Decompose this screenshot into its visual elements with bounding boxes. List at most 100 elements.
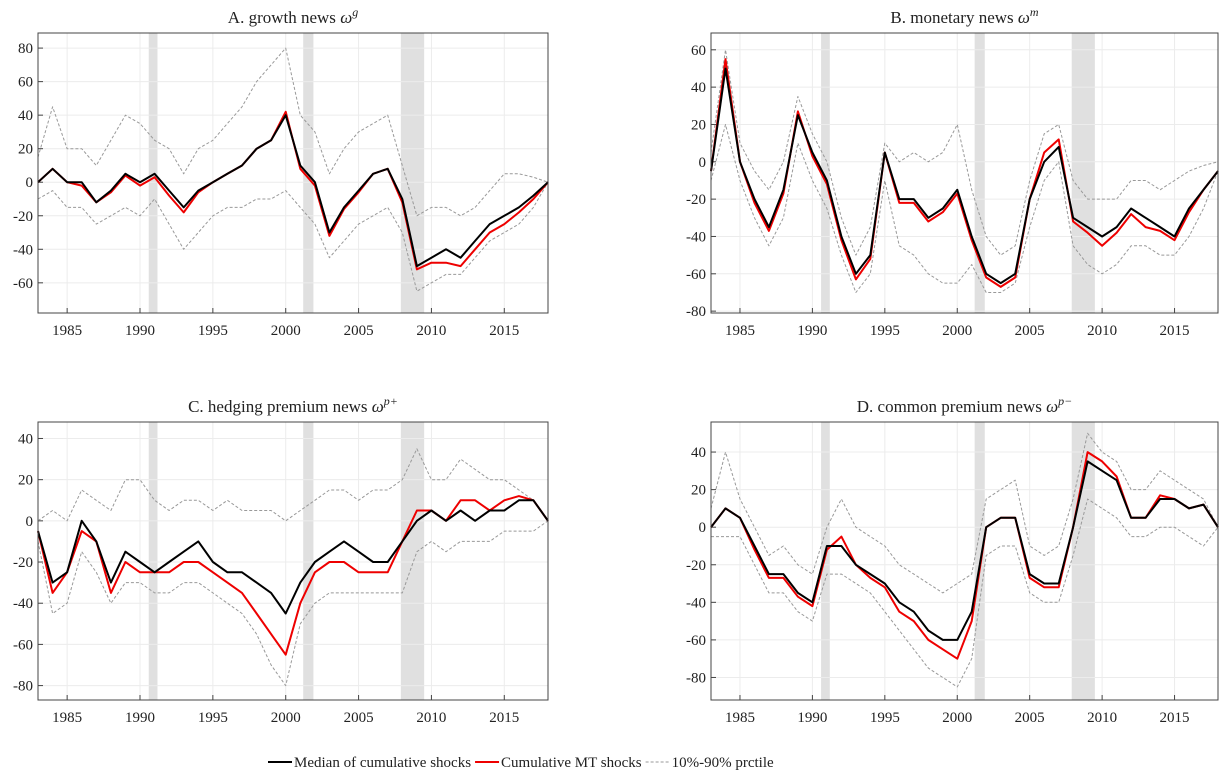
recession-band bbox=[1071, 33, 1095, 313]
x-tick-label: 2015 bbox=[1160, 323, 1190, 339]
series-line bbox=[710, 460, 1219, 641]
series-line bbox=[37, 114, 549, 268]
y-tick-label: 0 bbox=[699, 155, 707, 171]
x-tick-label: 2000 bbox=[271, 710, 301, 726]
y-tick-label: -60 bbox=[686, 267, 706, 283]
x-tick-label: 1985 bbox=[52, 323, 82, 339]
x-tick-label: 2005 bbox=[344, 323, 374, 339]
y-tick-label: -40 bbox=[686, 595, 706, 611]
x-tick-label: 1990 bbox=[125, 323, 155, 339]
y-tick-label: 60 bbox=[691, 43, 706, 59]
y-tick-label: 20 bbox=[18, 473, 33, 489]
y-tick-label: -40 bbox=[13, 242, 33, 258]
recession-band bbox=[821, 33, 830, 313]
series-line bbox=[710, 67, 1219, 285]
recession-band bbox=[148, 33, 158, 313]
x-tick-label: 2005 bbox=[344, 710, 374, 726]
title-symbol: ω bbox=[340, 8, 352, 27]
panel: -80 -60 -40 -20 0 20 40 1985 1990 1995 2000 2005 201… bbox=[13, 394, 549, 726]
x-tick-label: 1985 bbox=[725, 323, 755, 339]
x-tick-label: 2015 bbox=[489, 710, 519, 726]
percentile-upper-line bbox=[37, 47, 549, 217]
x-tick-label: 2000 bbox=[271, 323, 301, 339]
title-symbol: ω bbox=[1018, 8, 1030, 27]
y-tick-label: 20 bbox=[691, 117, 706, 133]
plot-area bbox=[38, 422, 548, 700]
y-tick-label: 40 bbox=[18, 108, 33, 124]
legend-label: Median of cumulative shocks bbox=[294, 755, 471, 771]
percentile-lower-line bbox=[710, 124, 1219, 293]
y-tick-label: 40 bbox=[691, 80, 706, 96]
plot-frame bbox=[37, 32, 549, 314]
y-tick-label: -80 bbox=[686, 670, 706, 686]
x-tick-label: 2010 bbox=[416, 710, 446, 726]
recession-band bbox=[400, 422, 425, 700]
x-tick-label: 1995 bbox=[870, 710, 900, 726]
x-tick-label: 2005 bbox=[1015, 710, 1045, 726]
y-tick-label: -20 bbox=[13, 209, 33, 225]
recession-band bbox=[821, 422, 830, 700]
title-text: A. growth news bbox=[228, 8, 336, 27]
y-tick-label: -20 bbox=[13, 555, 33, 571]
panel-title: A. growth news ωg bbox=[228, 5, 358, 27]
x-tick-label: 1990 bbox=[797, 323, 827, 339]
plot-area bbox=[711, 33, 1218, 313]
y-tick-label: 0 bbox=[699, 520, 707, 536]
x-tick-label: 1990 bbox=[125, 710, 155, 726]
y-tick-label: -40 bbox=[13, 596, 33, 612]
x-tick-label: 2010 bbox=[1087, 323, 1117, 339]
x-tick-label: 1995 bbox=[198, 710, 228, 726]
x-tick-label: 1985 bbox=[52, 710, 82, 726]
title-superscript: m bbox=[1030, 5, 1039, 19]
plot-area bbox=[38, 33, 548, 313]
y-tick-label: -40 bbox=[686, 229, 706, 245]
legend-label: Cumulative MT shocks bbox=[501, 755, 642, 771]
y-tick-label: 20 bbox=[691, 483, 706, 499]
y-tick-label: 40 bbox=[18, 431, 33, 447]
panel: -80 -60 -40 -20 0 20 40 1985 1990 1995 2000 2005 201… bbox=[686, 394, 1219, 726]
x-tick-label: 2010 bbox=[416, 323, 446, 339]
panel-title: D. common premium news ωp− bbox=[857, 394, 1072, 416]
panel-title: C. hedging premium news ωp+ bbox=[188, 394, 398, 416]
y-tick-label: -80 bbox=[686, 304, 706, 320]
y-tick-label: -60 bbox=[13, 637, 33, 653]
y-tick-label: -60 bbox=[13, 276, 33, 292]
panel: -80 -60 -40 -20 0 20 40 60 1985 1990 1995 2000 2005 2… bbox=[686, 5, 1219, 339]
y-tick-label: -80 bbox=[13, 679, 33, 695]
series-line bbox=[37, 499, 549, 615]
plot-frame bbox=[37, 421, 549, 701]
recession-band bbox=[303, 422, 314, 700]
x-tick-label: 2000 bbox=[942, 710, 972, 726]
title-superscript: p+ bbox=[383, 394, 398, 408]
recession-band bbox=[303, 33, 314, 313]
x-tick-label: 2010 bbox=[1087, 710, 1117, 726]
x-tick-label: 1985 bbox=[725, 710, 755, 726]
y-tick-label: -20 bbox=[686, 192, 706, 208]
title-symbol: ω bbox=[1046, 397, 1058, 416]
x-tick-label: 2000 bbox=[942, 323, 972, 339]
x-tick-label: 2015 bbox=[1160, 710, 1190, 726]
percentile-lower-line bbox=[711, 498, 1219, 688]
recession-band bbox=[148, 422, 158, 700]
plot-frame bbox=[710, 32, 1219, 314]
panel-title: B. monetary news ωm bbox=[890, 5, 1039, 27]
title-text: D. common premium news bbox=[857, 397, 1042, 416]
recession-band bbox=[400, 33, 425, 313]
y-tick-label: 20 bbox=[18, 142, 33, 158]
legend: Median of cumulative shocks Cumulative MT… bbox=[268, 755, 774, 771]
x-tick-label: 2005 bbox=[1015, 323, 1045, 339]
x-tick-label: 1995 bbox=[198, 323, 228, 339]
percentile-lower-line bbox=[37, 181, 549, 292]
y-tick-label: -20 bbox=[686, 558, 706, 574]
recession-band bbox=[1071, 422, 1095, 700]
x-tick-label: 1995 bbox=[870, 323, 900, 339]
y-tick-label: 0 bbox=[26, 514, 34, 530]
y-tick-label: 60 bbox=[18, 75, 33, 91]
percentile-upper-line bbox=[710, 49, 1219, 256]
title-text: C. hedging premium news bbox=[188, 397, 367, 416]
percentile-upper-line bbox=[37, 448, 549, 522]
percentile-lower-line bbox=[37, 520, 549, 687]
y-tick-label: -60 bbox=[686, 633, 706, 649]
x-tick-label: 1990 bbox=[797, 710, 827, 726]
